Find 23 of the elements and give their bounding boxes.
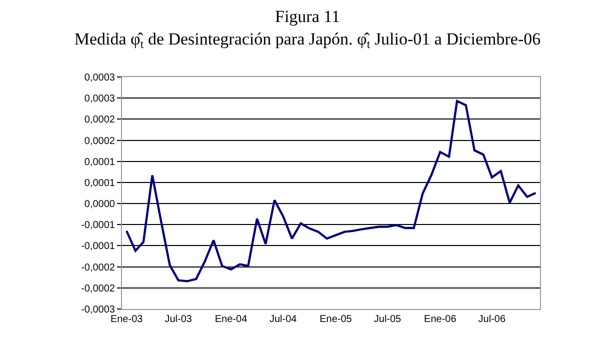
y-tick-label: -0,0003 [81,304,116,316]
y-tick-label: 0,0000 [84,199,116,210]
chart-subtitle: Medida φ̂$_{t}$ de Desintegración para Japón. φ̂$_{t}$ Julio-01 a Diciembre-06 [74,29,541,51]
y-tick-label: 0,0003 [84,94,116,105]
y-tick-label: 0,0001 [84,156,116,168]
y-tick-label: 0,0002 [84,114,116,126]
y-tick-label: -0,0002 [81,262,116,274]
y-tick-label: 0,0003 [84,72,116,84]
y-tick-label: 0,0001 [84,178,116,189]
y-tick-label: -0,0001 [81,220,116,232]
x-tick-label: Jul-06 [478,314,506,325]
x-tick-label: Ene-06 [424,314,457,325]
x-tick-label: Jul-05 [374,314,402,325]
x-tick-label: Ene-05 [320,314,352,325]
line-series [125,100,537,282]
x-tick-label: Ene-04 [214,314,248,325]
x-tick-label: Jul-04 [269,314,298,325]
y-tick-label: -0,0002 [81,283,116,294]
y-tick-label: 0,0002 [84,136,116,147]
y-tick-label: -0,0001 [81,241,116,252]
x-tick-label: Ene-03 [110,314,144,325]
x-tick-label: Jul-03 [164,314,192,325]
chart-title: Figura 11 [274,7,340,26]
